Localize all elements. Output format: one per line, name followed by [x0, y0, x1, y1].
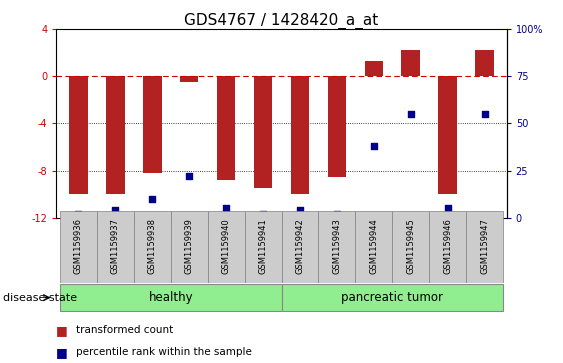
Title: GDS4767 / 1428420_a_at: GDS4767 / 1428420_a_at: [184, 13, 379, 29]
Bar: [328, 76, 346, 176]
Text: GSM1159939: GSM1159939: [185, 218, 194, 274]
Text: GSM1159938: GSM1159938: [148, 218, 157, 274]
Point: [443, 205, 452, 211]
Bar: [319, 211, 355, 283]
Point: [222, 205, 231, 211]
Point: [406, 111, 415, 117]
Text: disease state: disease state: [3, 293, 77, 303]
Point: [148, 196, 157, 202]
Bar: [180, 76, 198, 82]
Text: GSM1159942: GSM1159942: [296, 218, 305, 274]
Bar: [60, 211, 97, 283]
Point: [369, 143, 378, 149]
Bar: [291, 76, 309, 194]
Bar: [208, 211, 244, 283]
Bar: [439, 76, 457, 194]
Point: [111, 207, 120, 213]
Text: transformed count: transformed count: [76, 325, 173, 335]
Text: GSM1159940: GSM1159940: [222, 218, 231, 274]
Text: GSM1159941: GSM1159941: [258, 218, 267, 274]
Text: GSM1159947: GSM1159947: [480, 218, 489, 274]
Bar: [134, 211, 171, 283]
Text: percentile rank within the sample: percentile rank within the sample: [76, 347, 252, 357]
Text: ■: ■: [56, 324, 68, 337]
Text: pancreatic tumor: pancreatic tumor: [341, 290, 443, 303]
Bar: [97, 211, 134, 283]
Bar: [171, 211, 208, 283]
Bar: [60, 284, 282, 311]
Point: [332, 211, 341, 217]
Text: GSM1159936: GSM1159936: [74, 218, 83, 274]
Bar: [365, 61, 383, 76]
Text: GSM1159945: GSM1159945: [406, 218, 415, 274]
Bar: [69, 76, 88, 194]
Bar: [106, 76, 124, 194]
Bar: [143, 76, 162, 173]
Point: [185, 174, 194, 179]
Point: [296, 207, 305, 213]
Bar: [282, 284, 503, 311]
Point: [480, 111, 489, 117]
Bar: [475, 50, 494, 76]
Point: [74, 211, 83, 217]
Bar: [217, 76, 235, 180]
Text: ■: ■: [56, 346, 68, 359]
Text: GSM1159943: GSM1159943: [332, 218, 341, 274]
Bar: [392, 211, 429, 283]
Bar: [429, 211, 466, 283]
Bar: [466, 211, 503, 283]
Text: healthy: healthy: [149, 290, 193, 303]
Bar: [254, 76, 272, 188]
Bar: [282, 211, 319, 283]
Text: GSM1159937: GSM1159937: [111, 218, 120, 274]
Bar: [244, 211, 282, 283]
Bar: [355, 211, 392, 283]
Bar: [401, 50, 420, 76]
Text: GSM1159946: GSM1159946: [443, 218, 452, 274]
Point: [258, 211, 267, 217]
Text: GSM1159944: GSM1159944: [369, 218, 378, 274]
